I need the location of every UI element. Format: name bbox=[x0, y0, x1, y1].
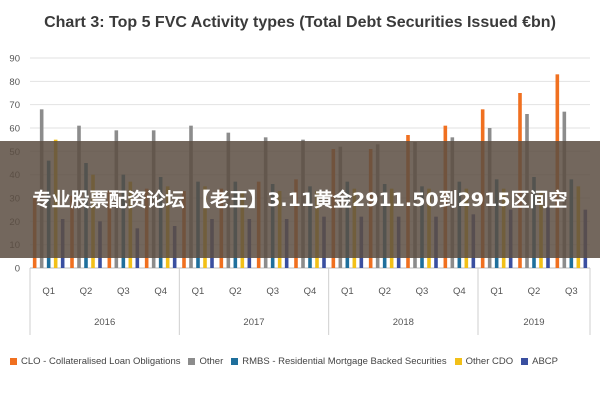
legend-swatch bbox=[521, 357, 529, 365]
x-tick-label: Q2 bbox=[80, 286, 93, 297]
x-tick-label: Q1 bbox=[490, 286, 503, 297]
x-tick-label: Q1 bbox=[192, 286, 205, 297]
legend-item: CLO - Collateralised Loan Obligations bbox=[10, 356, 180, 367]
x-tick-label: Q2 bbox=[378, 286, 391, 297]
year-group-label: 2019 bbox=[523, 317, 544, 328]
legend-item: Other bbox=[188, 356, 223, 367]
y-tick-label: 90 bbox=[9, 54, 20, 65]
x-tick-label: Q3 bbox=[565, 286, 578, 297]
legend: CLO - Collateralised Loan Obligations Oth… bbox=[10, 352, 600, 370]
x-tick-label: Q3 bbox=[416, 286, 429, 297]
overlay-banner: 专业股票配资论坛 【老王】3.11黄金2911.50到2915区间空 bbox=[0, 141, 600, 258]
legend-swatch bbox=[231, 357, 239, 365]
y-tick-label: 60 bbox=[9, 124, 20, 135]
legend-label: Other CDO bbox=[465, 355, 514, 367]
legend-swatch bbox=[454, 357, 462, 365]
legend-item: ABCP bbox=[521, 356, 558, 367]
year-group-label: 2018 bbox=[393, 317, 414, 328]
legend-label: ABCP bbox=[532, 355, 558, 367]
legend-swatch bbox=[188, 357, 196, 365]
x-tick-label: Q3 bbox=[117, 286, 130, 297]
year-group-label: 2016 bbox=[94, 317, 115, 328]
legend-item: RMBS - Residential Mortgage Backed Secur… bbox=[231, 355, 447, 367]
legend-item: Other CDO bbox=[454, 355, 514, 367]
x-tick-label: Q1 bbox=[42, 286, 55, 297]
x-tick-label: Q4 bbox=[453, 286, 466, 297]
legend-label: RMBS - Residential Mortgage Backed Secur… bbox=[242, 355, 447, 367]
x-tick-label: Q4 bbox=[154, 286, 167, 297]
legend-label: Other bbox=[199, 355, 224, 367]
legend-swatch bbox=[10, 357, 17, 365]
y-tick-label: 80 bbox=[9, 77, 20, 88]
x-tick-label: Q2 bbox=[528, 286, 541, 297]
legend-label: CLO - Collateralised Loan Obligations bbox=[21, 355, 181, 367]
x-tick-label: Q2 bbox=[229, 286, 242, 297]
x-tick-label: Q1 bbox=[341, 286, 354, 297]
overlay-text: 专业股票配资论坛 【老王】3.11黄金2911.50到2915区间空 bbox=[32, 188, 568, 211]
chart-title: Chart 3: Top 5 FVC Activity types (Total… bbox=[44, 14, 556, 31]
x-tick-label: Q4 bbox=[304, 286, 317, 297]
y-tick-label: 0 bbox=[15, 264, 20, 275]
x-tick-label: Q3 bbox=[266, 286, 279, 297]
year-group-label: 2017 bbox=[243, 317, 264, 328]
y-tick-label: 70 bbox=[9, 100, 20, 111]
